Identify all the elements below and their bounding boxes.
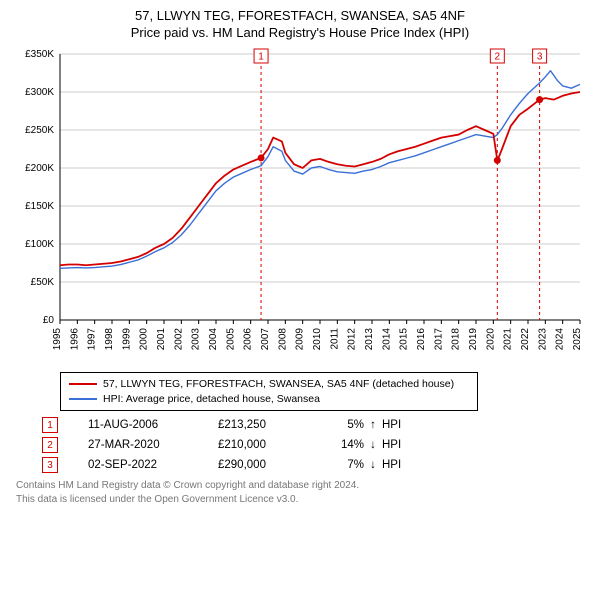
footer-line1: Contains HM Land Registry data © Crown c… [16,479,590,493]
event-delta-label: HPI [382,459,401,471]
svg-text:2012: 2012 [347,328,358,351]
svg-text:2018: 2018 [451,328,462,351]
svg-text:3: 3 [537,52,543,63]
svg-text:2009: 2009 [295,328,306,351]
svg-text:2023: 2023 [537,328,548,351]
svg-text:2025: 2025 [572,328,583,351]
svg-text:2022: 2022 [520,328,531,351]
svg-text:2014: 2014 [381,328,392,351]
svg-text:2005: 2005 [225,328,236,351]
price-chart: £0 £50K £100K £150K £200K £250K £300K £350K 1995… [10,46,590,366]
event-row: 2 27-MAR-2020£210,00014%↓HPI [42,437,590,453]
svg-text:2021: 2021 [503,328,514,351]
svg-text:1999: 1999 [121,328,132,351]
event-marker: 2 [42,437,58,453]
footer: Contains HM Land Registry data © Crown c… [10,479,590,506]
svg-text:£0: £0 [43,315,55,326]
legend-label: 57, LLWYN TEG, FFORESTFACH, SWANSEA, SA5… [103,377,454,392]
title-address: 57, LLWYN TEG, FFORESTFACH, SWANSEA, SA5… [10,8,590,23]
svg-text:1: 1 [258,52,264,63]
svg-text:2019: 2019 [468,328,479,351]
footer-line2: This data is licensed under the Open Gov… [16,493,590,507]
event-date: 11-AUG-2006 [88,419,218,431]
svg-text:2006: 2006 [243,328,254,351]
svg-text:2007: 2007 [260,328,271,351]
svg-text:2010: 2010 [312,328,323,351]
event-table: 111-AUG-2006£213,2505%↑HPI227-MAR-2020£2… [42,417,590,473]
svg-text:1996: 1996 [69,328,80,351]
arrow-up-icon: ↑ [364,419,382,431]
svg-text:1998: 1998 [104,328,115,351]
svg-text:£350K: £350K [25,49,54,60]
event-price: £213,250 [218,419,328,431]
event-date: 27-MAR-2020 [88,439,218,451]
svg-text:2002: 2002 [173,328,184,351]
svg-text:2008: 2008 [277,328,288,351]
svg-text:2000: 2000 [139,328,150,351]
svg-text:1997: 1997 [87,328,98,351]
svg-text:2024: 2024 [555,328,566,351]
svg-text:2015: 2015 [399,328,410,351]
legend-label: HPI: Average price, detached house, Swan… [103,392,320,407]
legend-item: 57, LLWYN TEG, FFORESTFACH, SWANSEA, SA5… [69,377,469,392]
arrow-down-icon: ↓ [364,439,382,451]
svg-text:£300K: £300K [25,87,54,98]
event-delta-label: HPI [382,419,401,431]
svg-text:£250K: £250K [25,125,54,136]
svg-text:2004: 2004 [208,328,219,351]
event-marker: 3 [42,457,58,473]
svg-text:2020: 2020 [485,328,496,351]
event-delta: 5% [328,419,364,431]
event-marker: 1 [42,417,58,433]
legend-item: HPI: Average price, detached house, Swan… [69,392,469,407]
svg-text:2016: 2016 [416,328,427,351]
event-row: 1 11-AUG-2006£213,2505%↑HPI [42,417,590,433]
event-delta: 14% [328,439,364,451]
svg-text:£100K: £100K [25,239,54,250]
svg-text:1995: 1995 [52,328,63,351]
event-delta: 7% [328,459,364,471]
svg-text:£50K: £50K [31,277,55,288]
event-row: 3 02-SEP-2022£290,0007%↓HPI [42,457,590,473]
chart-area: £0 £50K £100K £150K £200K £250K £300K £350K 1995… [10,46,590,366]
legend-swatch [69,383,97,385]
svg-text:2011: 2011 [329,328,340,350]
event-date: 02-SEP-2022 [88,459,218,471]
svg-text:£150K: £150K [25,201,54,212]
title-subtitle: Price paid vs. HM Land Registry's House … [10,25,590,40]
arrow-down-icon: ↓ [364,459,382,471]
svg-text:2003: 2003 [191,328,202,351]
legend-swatch [69,398,97,400]
svg-text:2: 2 [495,52,501,63]
svg-text:2013: 2013 [364,328,375,351]
event-price: £210,000 [218,439,328,451]
legend: 57, LLWYN TEG, FFORESTFACH, SWANSEA, SA5… [60,372,478,411]
svg-text:2017: 2017 [433,328,444,351]
event-delta-label: HPI [382,439,401,451]
event-price: £290,000 [218,459,328,471]
svg-text:£200K: £200K [25,163,54,174]
svg-text:2001: 2001 [156,328,167,351]
